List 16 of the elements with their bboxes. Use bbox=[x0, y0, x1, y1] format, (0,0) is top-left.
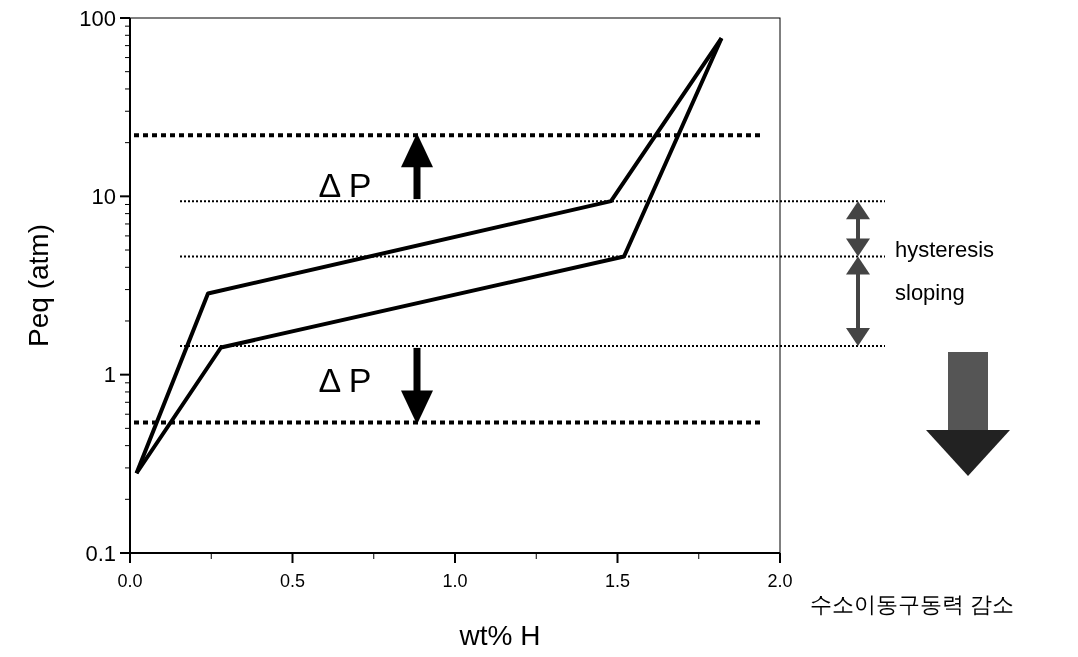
y-tick-label: 10 bbox=[91, 184, 116, 210]
annotation: Δ P bbox=[318, 166, 372, 204]
text: sloping bbox=[895, 280, 965, 305]
text: 수소이동구동력 감소 bbox=[809, 592, 1015, 617]
x-tick-label: 0.5 bbox=[279, 571, 306, 591]
annotation: Δ P bbox=[318, 361, 372, 399]
y-axis-title: Peq (atm) bbox=[23, 224, 54, 347]
y-tick-label: 1 bbox=[103, 362, 116, 388]
x-tick-label: 2.0 bbox=[767, 571, 793, 591]
y-tick-label: 100 bbox=[79, 5, 116, 31]
y-tick-label: 0.1 bbox=[85, 540, 116, 566]
x-tick-label: 1.5 bbox=[604, 571, 631, 591]
x-tick-label: 0.0 bbox=[117, 571, 143, 591]
text: hysteresis bbox=[895, 237, 995, 262]
x-axis-title: wt% H bbox=[458, 620, 541, 651]
x-tick-label: 1.0 bbox=[442, 571, 468, 591]
